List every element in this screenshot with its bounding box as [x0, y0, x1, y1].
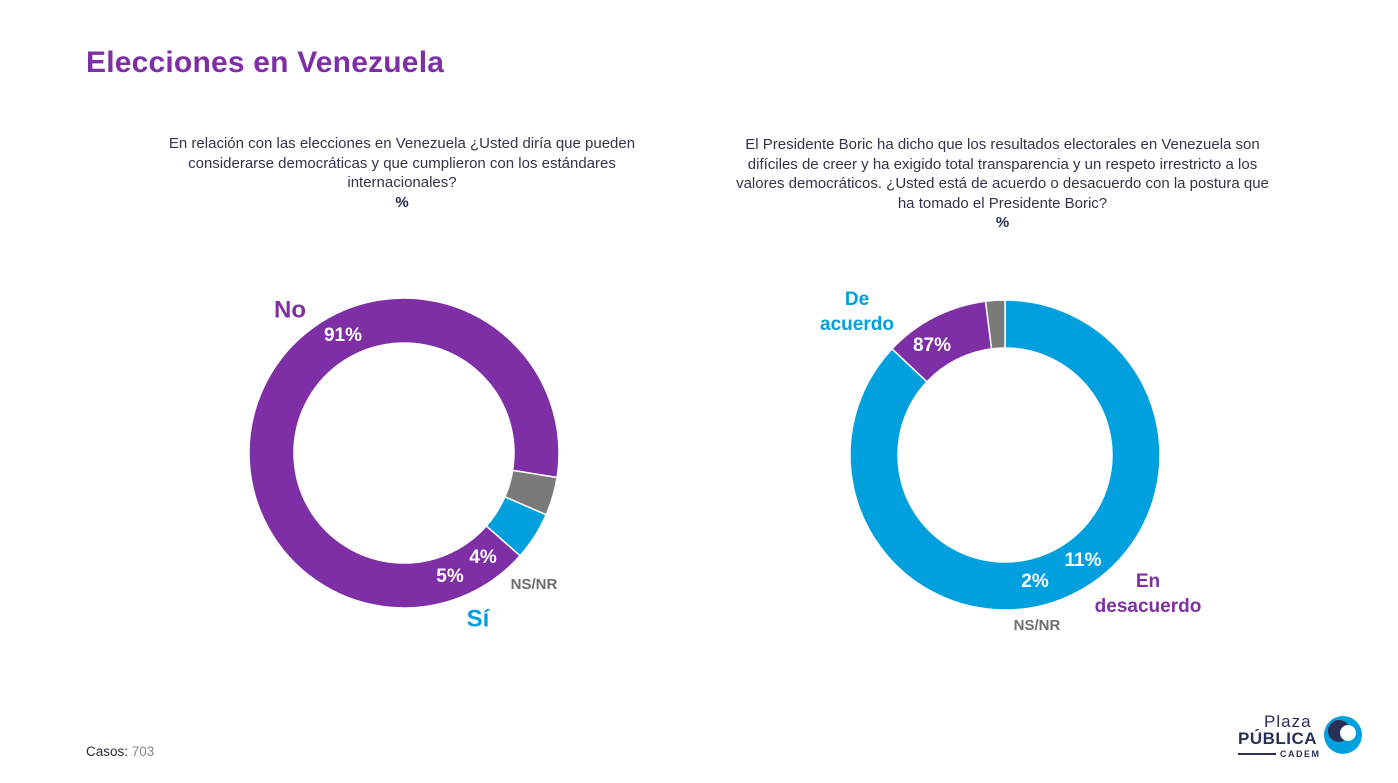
- question-2-text: El Presidente Boric ha dicho que los res…: [736, 136, 1269, 212]
- chart2-category-label-0-line1: De: [845, 289, 869, 310]
- chart2-category-label-0-line2: acuerdo: [820, 314, 894, 335]
- logo-text-top: Plaza: [1264, 712, 1312, 731]
- question-1-unit: %: [395, 193, 409, 211]
- logo-underline: [1238, 753, 1276, 755]
- page-title: Elecciones en Venezuela: [86, 46, 445, 79]
- plaza-publica-logo: Plaza PÚBLICA CADEM: [1236, 712, 1366, 767]
- logo-text-sub: CADEM: [1280, 749, 1321, 759]
- chart2-category-label-1-line2: desacuerdo: [1095, 596, 1202, 617]
- chart1-slice-0: [248, 297, 560, 609]
- chart1-category-label-2: Sí: [467, 605, 491, 632]
- chart1-category-label-1: NS/NR: [511, 576, 558, 593]
- cases-label: Casos: [86, 744, 125, 759]
- chart2-value-label-1: 11%: [1065, 550, 1102, 571]
- chart2-category-label-2: NS/NR: [1014, 617, 1061, 634]
- chart1-value-label-0: 91%: [324, 325, 362, 346]
- chart2-slice-2: [984, 299, 1006, 350]
- chart2-value-label-2: 2%: [1021, 571, 1049, 592]
- logo-text-main: PÚBLICA: [1238, 729, 1318, 748]
- chart1-value-label-2: 5%: [436, 566, 464, 587]
- chart1-category-label-0: No: [274, 296, 306, 323]
- footer-cases: Casos: 703: [86, 744, 155, 759]
- chart2-slice-0: [849, 299, 1161, 611]
- logo-mark-icon: [1324, 716, 1362, 754]
- question-1: En relación con las elecciones en Venezu…: [142, 134, 662, 212]
- question-2: El Presidente Boric ha dicho que los res…: [735, 135, 1270, 233]
- chart1-value-label-1: 4%: [469, 547, 497, 568]
- chart1-slice-2: [485, 495, 548, 557]
- question-1-text: En relación con las elecciones en Venezu…: [168, 135, 636, 191]
- chart2-value-label-0: 87%: [913, 335, 951, 356]
- chart2-category-label-1-line1: En: [1136, 571, 1160, 592]
- question-2-unit: %: [995, 214, 1010, 231]
- cases-value: 703: [131, 744, 155, 759]
